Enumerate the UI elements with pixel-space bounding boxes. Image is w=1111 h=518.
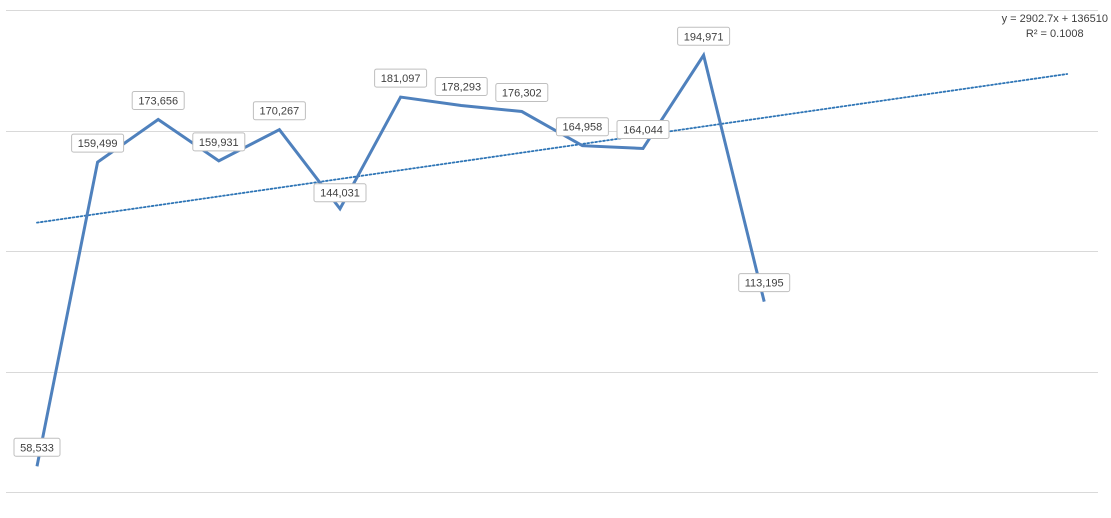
data-label-text: 194,971	[684, 31, 724, 43]
data-label-box	[738, 273, 791, 293]
data-label-text: 159,931	[199, 137, 239, 149]
data-label: 164,958	[555, 117, 609, 137]
data-label-text: 181,097	[381, 73, 421, 85]
data-label: 181,097	[374, 68, 428, 88]
data-label: 113,195	[738, 273, 791, 293]
data-label-text: 176,302	[502, 88, 542, 100]
trendline-equation: y = 2902.7x + 136510	[1001, 13, 1108, 25]
trendline-equation-box: y = 2902.7x + 136510 R² = 0.1008	[1002, 12, 1108, 42]
data-label: 176,302	[495, 83, 549, 103]
data-label-box	[13, 437, 61, 457]
data-label: 170,267	[252, 101, 306, 121]
data-label-text: 173,656	[138, 95, 178, 107]
data-label: 159,499	[71, 133, 125, 153]
data-label: 159,931	[192, 132, 246, 152]
data-label-box	[252, 101, 306, 121]
data-label: 58,533	[13, 437, 61, 457]
data-label-box	[71, 133, 125, 153]
series-line	[35, 51, 766, 467]
data-label-box	[495, 83, 549, 103]
data-label-text: 58,533	[20, 442, 54, 454]
data-label-text: 159,499	[78, 138, 118, 150]
data-label: 194,971	[677, 26, 731, 46]
data-label-box	[131, 90, 185, 110]
data-label-text: 164,958	[563, 122, 603, 134]
trendline	[36, 73, 1069, 224]
data-label-box	[616, 119, 670, 139]
data-label-text: 113,195	[745, 278, 784, 290]
data-label: 144,031	[313, 183, 367, 203]
data-label-box	[313, 183, 367, 203]
data-label-text: 170,267	[260, 106, 300, 118]
data-label-box	[192, 132, 246, 152]
data-label: 173,656	[131, 90, 185, 110]
data-labels: 58,533 159,499 173,656 159,931 170,267 144,03…	[13, 26, 791, 457]
data-label-box	[434, 77, 488, 97]
data-label-box	[374, 68, 428, 88]
gridlines	[6, 10, 1098, 493]
data-label-box	[677, 26, 731, 46]
trendline-r-squared: R² = 0.1008	[1025, 28, 1084, 40]
data-label-text: 164,044	[623, 124, 663, 136]
data-label-text: 144,031	[320, 188, 360, 200]
data-label: 178,293	[434, 77, 488, 97]
data-label-text: 178,293	[441, 82, 481, 94]
data-label-box	[555, 117, 609, 137]
data-label: 164,044	[616, 119, 670, 139]
